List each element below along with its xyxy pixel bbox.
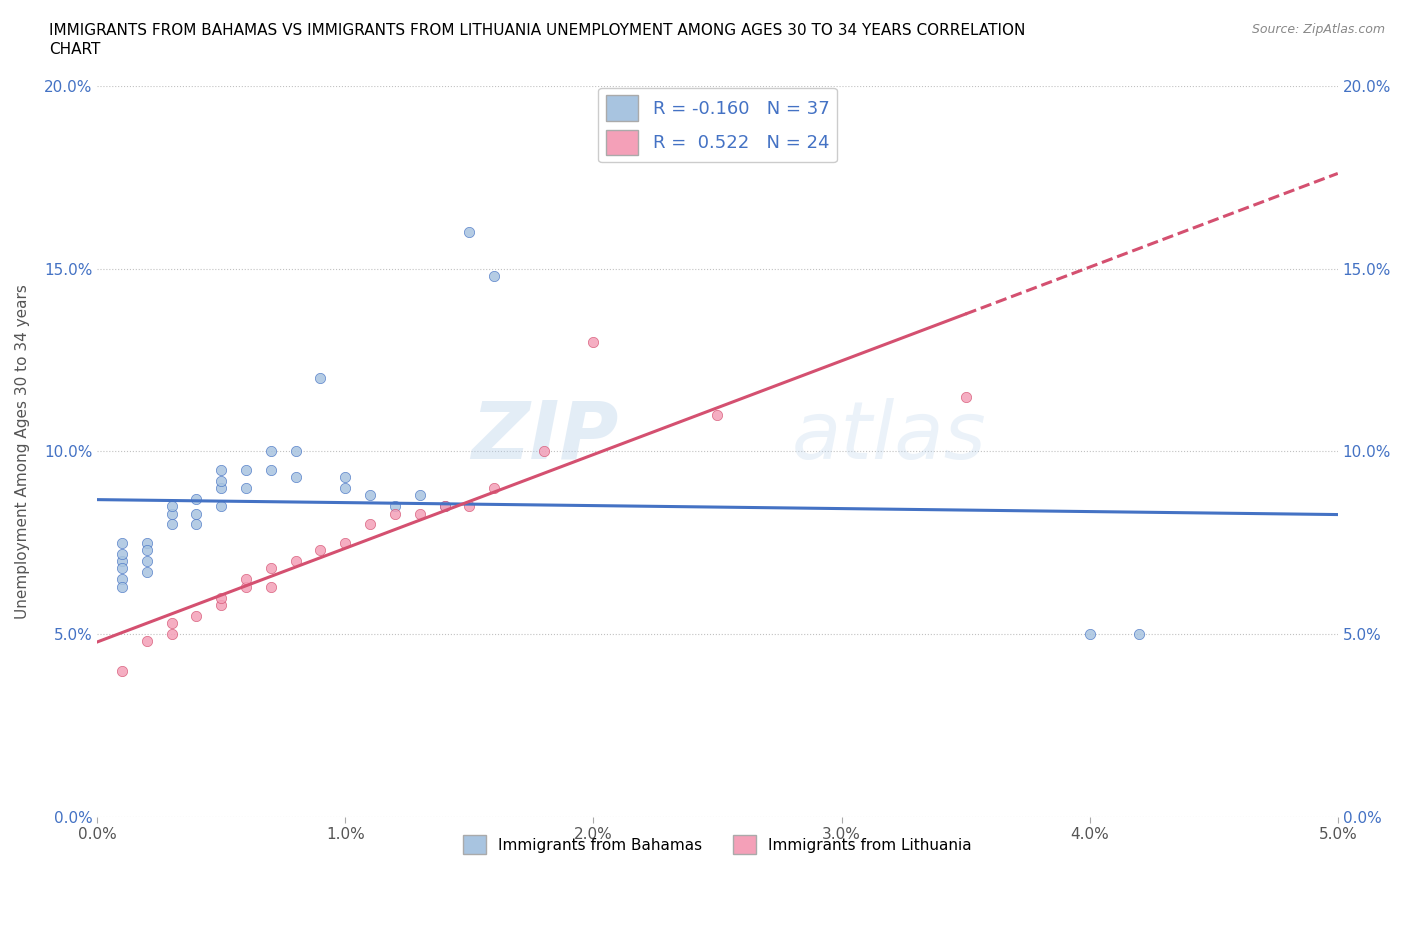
Point [260, 561, 283, 576]
Point [135, 542, 157, 557]
Point [111, 579, 134, 594]
Point [186, 608, 208, 623]
Point [209, 591, 232, 605]
Point [209, 498, 232, 513]
Point [309, 371, 332, 386]
Point [359, 488, 381, 503]
Point [135, 565, 157, 579]
Point [111, 561, 134, 576]
Point [533, 444, 555, 458]
Point [186, 506, 208, 521]
Legend: Immigrants from Bahamas, Immigrants from Lithuania: Immigrants from Bahamas, Immigrants from… [457, 830, 977, 860]
Point [186, 491, 208, 506]
Point [111, 663, 134, 678]
Point [433, 498, 456, 513]
Text: Source: ZipAtlas.com: Source: ZipAtlas.com [1251, 23, 1385, 36]
Point [1128, 627, 1150, 642]
Point [409, 488, 432, 503]
Point [111, 536, 134, 551]
Point [160, 627, 183, 642]
Point [335, 470, 357, 485]
Text: IMMIGRANTS FROM BAHAMAS VS IMMIGRANTS FROM LITHUANIA UNEMPLOYMENT AMONG AGES 30 : IMMIGRANTS FROM BAHAMAS VS IMMIGRANTS FR… [49, 23, 1025, 38]
Point [260, 579, 283, 594]
Point [209, 481, 232, 496]
Point [309, 542, 332, 557]
Point [458, 498, 481, 513]
Point [409, 506, 432, 521]
Point [235, 481, 257, 496]
Point [160, 616, 183, 631]
Text: ZIP: ZIP [471, 398, 619, 476]
Point [235, 462, 257, 477]
Point [160, 517, 183, 532]
Point [582, 335, 605, 350]
Point [235, 572, 257, 587]
Point [209, 462, 232, 477]
Point [209, 473, 232, 488]
Point [209, 597, 232, 612]
Point [260, 462, 283, 477]
Point [135, 553, 157, 568]
Point [706, 407, 728, 422]
Point [1078, 627, 1101, 642]
Point [384, 498, 406, 513]
Point [260, 444, 283, 458]
Point [135, 634, 157, 649]
Text: CHART: CHART [49, 42, 101, 57]
Point [111, 546, 134, 561]
Point [235, 579, 257, 594]
Point [160, 498, 183, 513]
Point [458, 225, 481, 240]
Text: atlas: atlas [792, 398, 987, 476]
Y-axis label: Unemployment Among Ages 30 to 34 years: Unemployment Among Ages 30 to 34 years [15, 284, 30, 618]
Point [955, 389, 977, 404]
Point [384, 506, 406, 521]
Point [284, 444, 307, 458]
Point [284, 470, 307, 485]
Point [160, 506, 183, 521]
Point [335, 481, 357, 496]
Point [482, 269, 505, 284]
Point [359, 517, 381, 532]
Point [335, 536, 357, 551]
Point [111, 572, 134, 587]
Point [433, 498, 456, 513]
Point [135, 536, 157, 551]
Point [186, 517, 208, 532]
Point [482, 481, 505, 496]
Point [284, 553, 307, 568]
Point [111, 553, 134, 568]
